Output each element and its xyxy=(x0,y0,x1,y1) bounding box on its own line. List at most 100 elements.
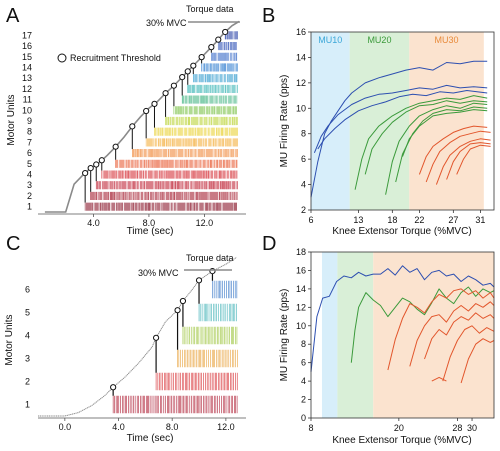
panel-a-torque-label: Torque data xyxy=(186,4,234,14)
unit-label-17: 17 xyxy=(22,30,32,40)
unit-label-13: 13 xyxy=(22,73,32,83)
panel-b-y-ticks: 2 4 6 8 10 12 14 16 xyxy=(296,27,311,215)
x-tick-label: 20 xyxy=(394,423,404,433)
recruit-marker-unit-6 xyxy=(129,123,136,130)
panel-c-torque-label: Torque data xyxy=(186,253,234,263)
series-line-10 xyxy=(425,130,491,183)
unit-label-1: 1 xyxy=(25,400,30,410)
panel-c-recruit-markers xyxy=(110,268,216,396)
recruit-marker-unit-14 xyxy=(198,54,205,61)
band-region-2 xyxy=(373,252,494,418)
unit-label-5: 5 xyxy=(25,308,30,318)
unit-label-11: 11 xyxy=(23,95,32,105)
band-label-mu20: MU20 xyxy=(367,35,391,45)
y-tick-label: 2 xyxy=(301,395,306,405)
spike-train-unit-14 xyxy=(201,63,238,72)
unit-label-6: 6 xyxy=(25,285,30,295)
panel-c-y-label: Motor Units xyxy=(4,314,15,365)
panel-b-x-ticks: 6 13 18 22 27 31 xyxy=(308,210,485,225)
series-line-5 xyxy=(424,312,495,360)
band-mu20 xyxy=(349,32,410,210)
series-line-1 xyxy=(310,265,495,372)
panel-c-raster: 1 2 3 4 5 6 Torque data 30% MVC 0.0 4.0 8.0 12.0… xyxy=(4,253,246,444)
recruit-marker-unit-2 xyxy=(87,165,94,172)
x-tick-label: 8.0 xyxy=(166,422,179,432)
spike-train-unit-3 xyxy=(177,349,238,368)
unit-label-14: 14 xyxy=(22,62,32,72)
series-line-3 xyxy=(387,288,495,371)
spike-train-unit-10 xyxy=(173,106,237,115)
band-region-0 xyxy=(321,252,338,418)
spike-train-unit-9 xyxy=(165,116,238,126)
unit-label-8: 8 xyxy=(27,127,32,137)
x-tick-label: 31 xyxy=(475,215,485,225)
panel-a-x-ticks: 4.0 8.0 12.0 xyxy=(87,214,213,228)
panel-a-y-label: Motor Units xyxy=(6,94,17,145)
panel-b-x-label: Knee Extensor Torque (%MVC) xyxy=(332,226,471,237)
x-tick-label: 18 xyxy=(387,215,397,225)
series-line-9 xyxy=(418,125,488,175)
panel-a-recruit-markers xyxy=(82,28,229,203)
series-line-6 xyxy=(442,325,495,382)
y-tick-label: 4 xyxy=(301,180,306,190)
panel-d-x-ticks: 8 20 28 30 xyxy=(308,418,477,433)
y-tick-label: 8 xyxy=(301,339,306,349)
unit-label-7: 7 xyxy=(27,137,32,147)
spike-train-unit-4 xyxy=(182,326,238,345)
series-line-12 xyxy=(446,142,491,180)
recruit-marker-unit-17 xyxy=(222,28,229,36)
recruit-marker-unit-7 xyxy=(143,107,150,115)
x-tick-label: 28 xyxy=(452,423,462,433)
panel-c-x-ticks: 0.0 4.0 8.0 12.0 xyxy=(59,418,235,432)
y-tick-label: 16 xyxy=(296,27,306,37)
y-tick-label: 8 xyxy=(301,129,306,139)
x-tick-label: 27 xyxy=(448,215,458,225)
series-line-8 xyxy=(431,376,447,382)
spike-train-unit-1 xyxy=(112,395,238,414)
unit-label-1: 1 xyxy=(27,202,32,212)
recruit-marker-unit-5 xyxy=(195,277,203,284)
recruit-marker-unit-16 xyxy=(215,36,222,43)
panel-b-firing-rate: MU10 MU20 MU30 6 13 18 22 27 31 2 4 6 8 10 12 14 16 Kn… xyxy=(279,27,495,237)
x-tick-label: 4.0 xyxy=(112,422,125,432)
panel-a-spike-rows xyxy=(84,31,238,211)
panel-letter-c: C xyxy=(6,233,20,255)
unit-label-3: 3 xyxy=(25,354,30,364)
recruit-marker-unit-15 xyxy=(208,44,215,51)
recruit-marker-unit-8 xyxy=(151,100,158,107)
recruit-marker-unit-9 xyxy=(162,90,169,97)
recruit-marker-unit-13 xyxy=(190,62,197,69)
y-tick-label: 6 xyxy=(301,154,306,164)
panel-a-x-label: Time (sec) xyxy=(127,226,174,237)
x-tick-label: 12.0 xyxy=(217,422,235,432)
unit-label-16: 16 xyxy=(22,41,32,51)
unit-label-5: 5 xyxy=(27,159,32,169)
x-tick-label: 4.0 xyxy=(87,218,100,228)
unit-label-4: 4 xyxy=(27,170,32,180)
panel-c-unit-labels: 1 2 3 4 5 6 xyxy=(25,285,30,410)
unit-label-3: 3 xyxy=(27,180,32,190)
spike-train-unit-3 xyxy=(95,181,238,190)
recruit-marker-unit-11 xyxy=(179,74,186,81)
panel-b-y-label: MU Firing Rate (pps) xyxy=(279,75,290,168)
recruit-marker-unit-3 xyxy=(93,161,100,168)
recruit-marker-unit-4 xyxy=(179,297,187,305)
recruit-marker-unit-1 xyxy=(82,170,89,177)
band-region-1 xyxy=(337,252,374,418)
unit-label-2: 2 xyxy=(27,191,32,201)
x-tick-label: 0.0 xyxy=(59,422,72,432)
y-tick-label: 16 xyxy=(296,265,306,275)
spike-train-unit-6 xyxy=(212,280,238,299)
spike-train-unit-2 xyxy=(90,191,238,201)
recruit-marker-unit-2 xyxy=(152,334,160,341)
recruit-marker-unit-1 xyxy=(110,384,117,391)
panel-b-series xyxy=(310,60,491,198)
panel-letter-b: B xyxy=(262,5,275,27)
panel-c-mvc-label: 30% MVC xyxy=(138,268,179,278)
series-line-8 xyxy=(402,109,488,157)
series-line-4 xyxy=(354,95,488,190)
band-label-mu10: MU10 xyxy=(318,35,342,45)
